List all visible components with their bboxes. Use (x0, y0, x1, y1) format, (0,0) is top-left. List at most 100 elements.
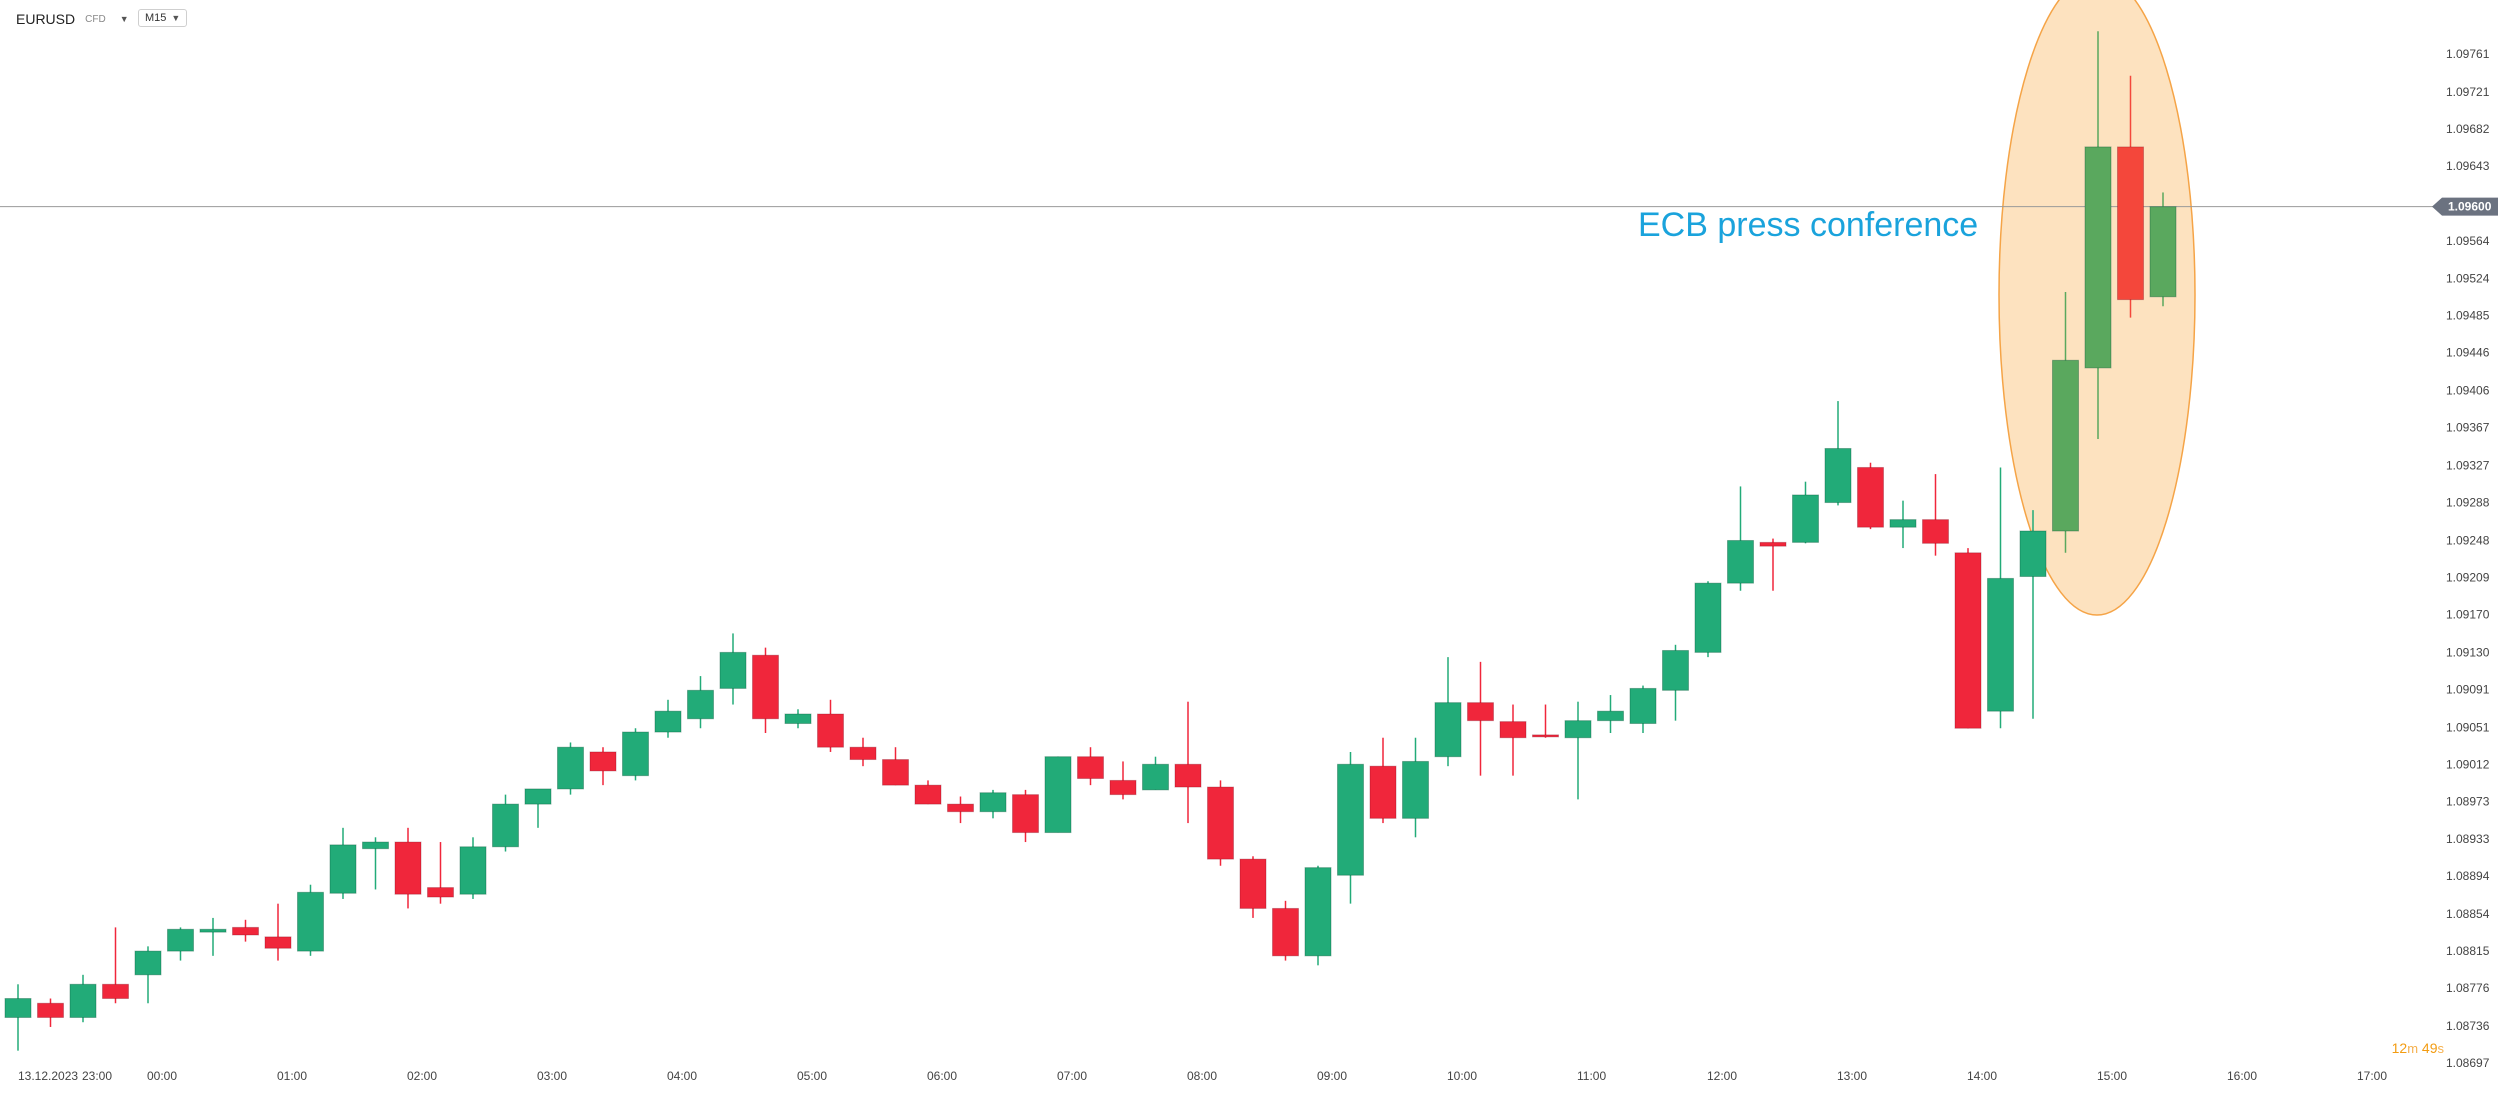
candle[interactable] (1044, 756, 1072, 834)
candle[interactable] (232, 919, 259, 942)
candle[interactable] (1499, 704, 1527, 776)
candle[interactable] (1824, 401, 1852, 506)
x-tick-label: 00:00 (147, 1069, 177, 1083)
candle-body (1142, 763, 1169, 791)
candle[interactable] (2019, 510, 2047, 719)
candle-body (1499, 721, 1527, 739)
candle[interactable] (849, 737, 877, 767)
candle[interactable] (427, 842, 454, 904)
candle[interactable] (1239, 856, 1267, 918)
candle[interactable] (167, 927, 194, 961)
y-axis: 1.09761 1.09721 1.09682 1.09643 1.09564 1.095… (2446, 47, 2490, 1070)
chevron-down-icon[interactable]: ▼ (119, 14, 129, 24)
candle[interactable] (297, 884, 324, 956)
candle[interactable] (1369, 737, 1397, 824)
x-tick-label: 15:00 (2097, 1069, 2127, 1083)
candle[interactable] (1272, 900, 1299, 961)
candle-body (69, 983, 97, 1018)
candle-body (1304, 867, 1332, 957)
candle[interactable] (1954, 548, 1982, 729)
candle[interactable] (1304, 865, 1332, 966)
symbol-label[interactable]: EURUSD (16, 11, 76, 27)
y-tick-label: 1.09682 (2446, 122, 2490, 136)
y-tick-label: 1.08697 (2446, 1056, 2490, 1070)
candle-body (1987, 577, 2014, 712)
candle-body (2117, 146, 2144, 301)
candle[interactable] (394, 827, 422, 909)
candle[interactable] (784, 709, 812, 729)
candle[interactable] (459, 837, 487, 899)
annotation-text: ECB press conference (1638, 206, 1978, 244)
candle[interactable] (1792, 481, 1819, 544)
candle[interactable] (2117, 75, 2144, 318)
candle[interactable] (1532, 704, 1559, 738)
candle[interactable] (557, 742, 584, 795)
candle[interactable] (1467, 661, 1494, 776)
candle-body (4, 998, 32, 1018)
candle[interactable] (329, 827, 357, 899)
candle-body (622, 731, 649, 777)
candle[interactable] (134, 946, 162, 1004)
candle[interactable] (199, 917, 227, 956)
x-tick-label: 02:00 (407, 1069, 437, 1083)
candle[interactable] (1857, 462, 1884, 530)
candle[interactable] (264, 903, 292, 961)
candle[interactable] (1402, 737, 1429, 838)
candle[interactable] (1727, 486, 1754, 591)
candle[interactable] (524, 788, 552, 828)
timeframe-select[interactable]: M15 ▼ (138, 9, 188, 27)
candle[interactable] (979, 789, 1007, 819)
chart-header: EURUSD CFD ▼ (16, 8, 129, 30)
candle[interactable] (1564, 701, 1592, 800)
candles-layer[interactable] (4, 31, 2177, 1051)
candle[interactable] (492, 794, 519, 852)
candle[interactable] (589, 747, 617, 786)
candle[interactable] (4, 984, 32, 1051)
candle[interactable] (1109, 761, 1137, 800)
candle[interactable] (102, 927, 129, 1004)
candle-body (1727, 539, 1754, 584)
candle-body (1922, 519, 1949, 544)
candle[interactable] (687, 676, 714, 729)
candle[interactable] (1434, 657, 1462, 767)
candle[interactable] (622, 728, 649, 781)
candle[interactable] (1889, 500, 1917, 549)
x-tick-label: 17:00 (2357, 1069, 2387, 1083)
candle[interactable] (1759, 538, 1787, 591)
candle[interactable] (654, 699, 682, 738)
candle[interactable] (1629, 685, 1657, 733)
candle[interactable] (752, 647, 779, 733)
candle[interactable] (947, 796, 974, 824)
candle[interactable] (914, 780, 942, 805)
candle[interactable] (1597, 695, 1624, 733)
candle[interactable] (1077, 747, 1104, 786)
candle[interactable] (2052, 292, 2079, 553)
candle[interactable] (817, 699, 844, 752)
candle[interactable] (1662, 644, 1689, 721)
candle[interactable] (37, 998, 64, 1027)
candle[interactable] (882, 747, 909, 786)
candle[interactable] (719, 633, 747, 705)
y-tick-label: 1.09721 (2446, 85, 2490, 99)
y-tick-label: 1.09170 (2446, 607, 2490, 621)
candle-body (1532, 734, 1559, 738)
candle-body (687, 689, 714, 720)
candle-body (1597, 710, 1624, 722)
candle[interactable] (1337, 751, 1364, 904)
candle[interactable] (1987, 467, 2014, 729)
candle[interactable] (1694, 581, 1722, 658)
candle[interactable] (1922, 474, 1949, 556)
candle[interactable] (1174, 701, 1202, 824)
y-tick-label: 1.09288 (2446, 496, 2490, 510)
candle[interactable] (69, 974, 97, 1023)
candle[interactable] (1207, 780, 1234, 866)
candle-body (1694, 582, 1722, 653)
candle[interactable] (2084, 31, 2112, 440)
candle[interactable] (2149, 192, 2177, 307)
candle[interactable] (1142, 756, 1169, 791)
candle[interactable] (362, 837, 389, 890)
candle[interactable] (1012, 789, 1039, 843)
y-tick-label: 1.09209 (2446, 570, 2490, 584)
candle-body (394, 841, 422, 895)
